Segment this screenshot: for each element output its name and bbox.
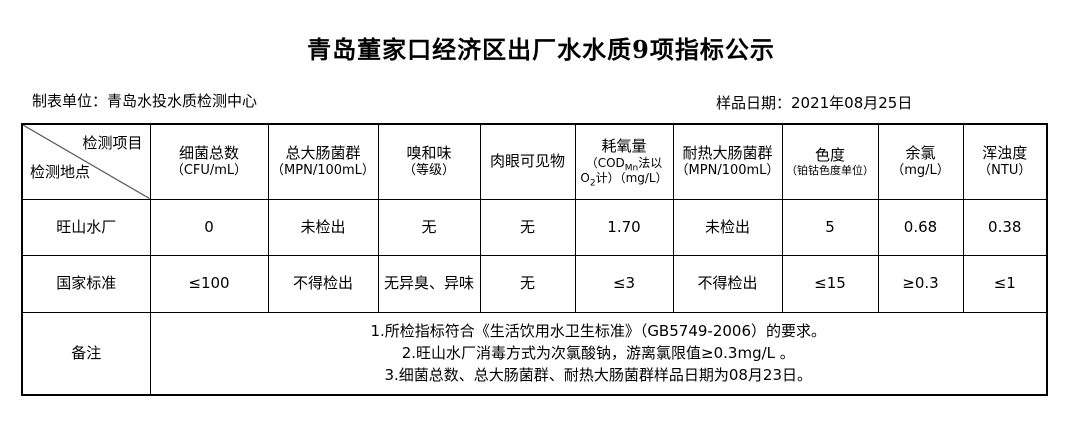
col-header-visible-matter: 肉眼可见物 bbox=[479, 123, 576, 200]
plant-odor-value: 无 bbox=[377, 198, 481, 256]
diagonal-line bbox=[23, 125, 150, 199]
col-header-odor: 嗅和味 （等级） bbox=[377, 123, 481, 200]
standard-visible-matter-value: 无 bbox=[479, 254, 576, 313]
plant-visible-matter-value: 无 bbox=[479, 198, 576, 256]
plant-bacteria-value: 0 bbox=[149, 198, 269, 256]
standard-turbidity-value: ≤1 bbox=[962, 254, 1048, 313]
standard-thermotolerant-value: 不得检出 bbox=[672, 254, 783, 313]
row-label-remarks: 备注 bbox=[21, 311, 151, 396]
page-title: 青岛董家口经济区出厂水水质9项指标公示 bbox=[307, 35, 775, 64]
col-header-bacteria: 细菌总数 （CFU/mL） bbox=[149, 123, 269, 200]
table-row-standard: 国家标准 ≤100 不得检出 无异臭、异味 无 ≤3 不得检出 ≤15 ≥0.3… bbox=[21, 254, 1048, 313]
header-row: 检测项目 检测地点 细菌总数 （CFU/mL） 总大肠菌群 （MPN/100mL… bbox=[21, 123, 1048, 200]
plant-thermotolerant-value: 未检出 bbox=[672, 198, 783, 256]
corner-label-items: 检测项目 bbox=[82, 134, 143, 152]
plant-cod-value: 1.70 bbox=[574, 198, 674, 256]
sample-date-label: 样品日期：2021年08月25日 bbox=[716, 94, 913, 112]
col-header-thermotolerant-coliform: 耐热大肠菌群 （MPN/100mL） bbox=[672, 123, 783, 200]
standard-bacteria-value: ≤100 bbox=[149, 254, 269, 313]
col-header-cod: 耗氧量 （CODMn法以 O2计）（mg/L） bbox=[574, 123, 674, 200]
remark-line-1: 1.所检指标符合《生活饮用水卫生标准》（GB5749-2006）的要求。 bbox=[370, 322, 827, 341]
col-header-total-coliform: 总大肠菌群 （MPN/100mL） bbox=[267, 123, 379, 200]
corner-header-cell: 检测项目 检测地点 bbox=[21, 123, 151, 200]
standard-cod-value: ≤3 bbox=[574, 254, 674, 313]
corner-label-location: 检测地点 bbox=[30, 163, 91, 181]
col-header-residual-chlorine: 余氯 （mg/L） bbox=[877, 123, 964, 200]
standard-color-value: ≤15 bbox=[781, 254, 879, 313]
table-maker-label: 制表单位：青岛水投水质检测中心 bbox=[32, 92, 258, 110]
row-label-standard: 国家标准 bbox=[21, 254, 151, 313]
water-quality-table: 检测项目 检测地点 细菌总数 （CFU/mL） 总大肠菌群 （MPN/100mL… bbox=[21, 123, 1048, 396]
standard-odor-value: 无异臭、异味 bbox=[377, 254, 481, 313]
plant-color-value: 5 bbox=[781, 198, 879, 256]
plant-total-coliform-value: 未检出 bbox=[267, 198, 379, 256]
col-header-color: 色度 （铂钴色度单位） bbox=[781, 123, 879, 200]
remark-line-2: 2.旺山水厂消毒方式为次氯酸钠，游离氯限值≥0.3mg/L 。 bbox=[401, 344, 795, 363]
plant-chlorine-value: 0.68 bbox=[877, 198, 964, 256]
col-header-turbidity: 浑浊度 （NTU） bbox=[962, 123, 1048, 200]
row-label-plant: 旺山水厂 bbox=[21, 198, 151, 256]
table-row-plant: 旺山水厂 0 未检出 无 无 1.70 未检出 5 0.68 0.38 bbox=[21, 198, 1048, 256]
standard-chlorine-value: ≥0.3 bbox=[877, 254, 964, 313]
standard-total-coliform-value: 不得检出 bbox=[267, 254, 379, 313]
plant-turbidity-value: 0.38 bbox=[962, 198, 1048, 256]
remarks-content: 1.所检指标符合《生活饮用水卫生标准》（GB5749-2006）的要求。 2.旺… bbox=[149, 311, 1048, 396]
remark-line-3: 3.细菌总数、总大肠菌群、耐热大肠菌群样品日期为08月23日。 bbox=[384, 366, 813, 385]
table-row-remarks: 备注 1.所检指标符合《生活饮用水卫生标准》（GB5749-2006）的要求。 … bbox=[21, 311, 1048, 396]
